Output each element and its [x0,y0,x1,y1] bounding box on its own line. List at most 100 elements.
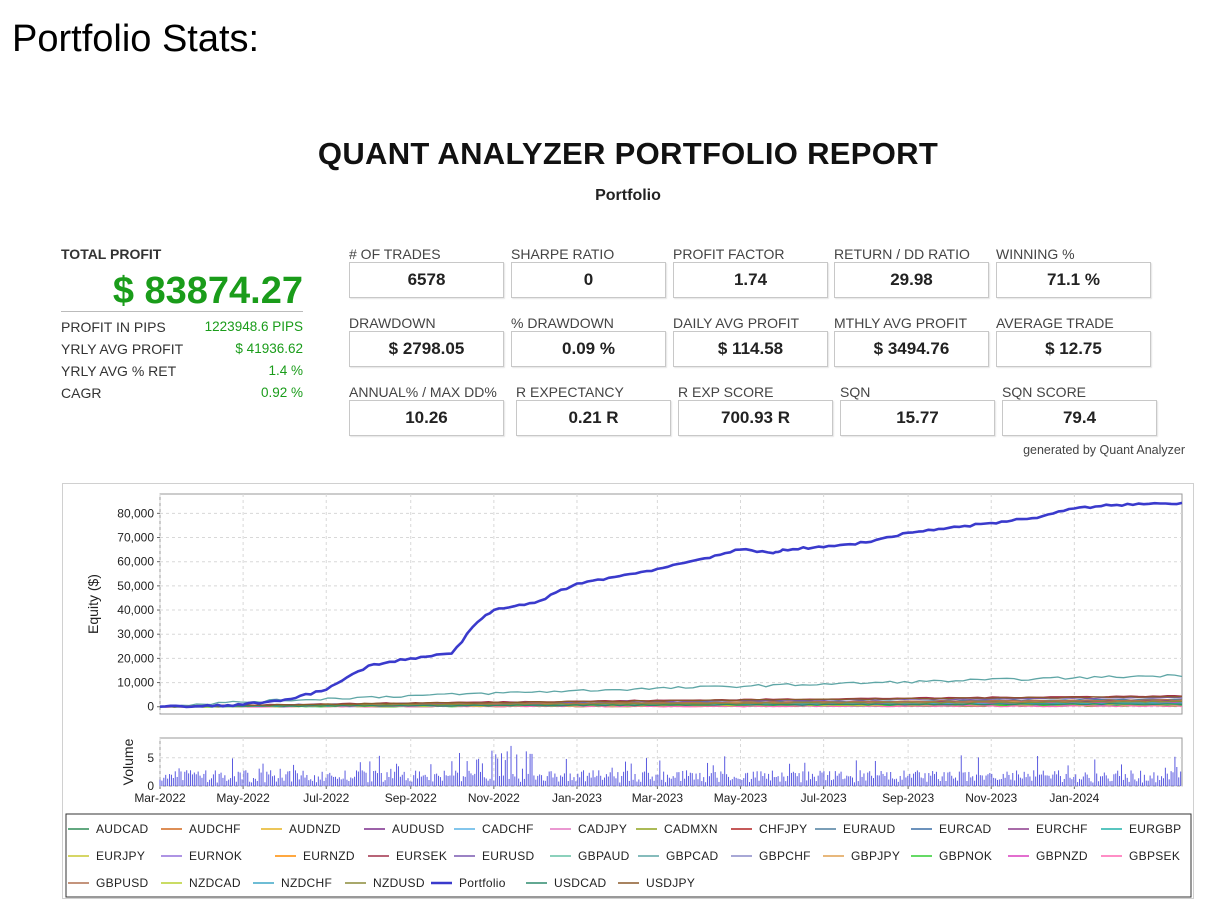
equity-plot-area [159,493,1183,715]
stat-label: WINNING % [996,246,1075,262]
legend-item-audnzd: AUDNZD [261,822,341,836]
legend-label: NZDCHF [281,876,332,890]
stat-label: R EXP SCORE [678,384,774,400]
legend-item-nzdcad: NZDCAD [161,876,241,890]
legend-item-eurchf: EURCHF [1008,822,1088,836]
stat-value: 1.74 [673,262,828,298]
legend-item-chfjpy: CHFJPY [731,822,807,836]
legend-item-gbpusd: GBPUSD [68,876,149,890]
legend-label: EURGBP [1129,822,1181,836]
legend-item-eurnok: EURNOK [161,849,242,863]
legend-item-eurnzd: EURNZD [275,849,355,863]
equity-chart: 0 10,000 20,000 30,000 40,000 50,000 60,000 70,… [65,493,1192,898]
legend-item-cadchf: CADCHF [454,822,534,836]
legend-item-euraud: EURAUD [815,822,896,836]
legend-label: GBPNOK [939,849,992,863]
stat-label: PROFIT FACTOR [673,246,785,262]
legend-item-eursek: EURSEK [368,849,447,863]
summary-label: CAGR [61,385,102,401]
volume-tick-label: 5 [147,751,154,765]
page-heading: Portfolio Stats: [12,18,260,60]
stat-label: SQN [840,384,871,400]
volume-tick-label: 0 [147,779,154,793]
stat-label: RETURN / DD RATIO [834,246,970,262]
report-title: QUANT ANALYZER PORTFOLIO REPORT [317,136,939,171]
legend-label: AUDCHF [189,822,241,836]
x-tick-label: Sep-2023 [882,791,934,805]
total-profit-value: $ 83874.27 [112,270,303,312]
series-line-portfolio [159,501,1183,709]
y-tick-label: 30,000 [117,627,154,641]
chart-legend: AUDCAD AUDCHF AUDNZD AUDUSD CADCHF CADJPY CADM… [65,813,1192,898]
volume-plot-area [159,737,1183,787]
legend-item-gbpaud: GBPAUD [550,849,630,863]
series-line-gbpcad [159,674,1183,708]
y-tick-label: 20,000 [117,651,154,665]
legend-item-gbpjpy: GBPJPY [823,849,900,863]
x-tick-label: Nov-2022 [468,791,520,805]
legend-label: USDCAD [554,876,607,890]
legend-label: EURJPY [96,849,145,863]
stat-value: $ 12.75 [996,331,1151,367]
volume-chart: 0 5 Volume [120,737,1183,793]
legend-item-nzdusd: NZDUSD [345,876,425,890]
legend-item-eurusd: EURUSD [454,849,535,863]
stat-value: $ 3494.76 [834,331,989,367]
chart-axes: 0 10,000 20,000 30,000 40,000 50,000 60,000 70,… [85,506,1100,805]
legend-label: GBPAUD [578,849,630,863]
legend-item-portfolio: Portfolio [431,876,506,890]
legend-item-cadmxn: CADMXN [636,822,718,836]
legend-label: CADCHF [482,822,534,836]
legend-item-audcad: AUDCAD [68,822,149,836]
legend-item-usdcad: USDCAD [526,876,607,890]
stat-label: SHARPE RATIO [511,246,615,262]
stat-value: 700.93 R [678,400,833,436]
x-tick-label: May-2022 [216,791,270,805]
legend-label: NZDCAD [189,876,241,890]
y-axis-label: Equity ($) [85,574,101,634]
chart-series-lines [159,501,1183,709]
summary-value: 0.92 % [260,385,303,400]
legend-item-gbpsek: GBPSEK [1101,849,1180,863]
stat-label: SQN SCORE [1002,384,1087,400]
legend-label: CHFJPY [759,822,807,836]
legend-label: GBPUSD [96,876,149,890]
legend-label: GBPSEK [1129,849,1180,863]
legend-item-cadjpy: CADJPY [550,822,627,836]
legend-label: Portfolio [459,876,506,890]
y-tick-label: 40,000 [117,603,154,617]
total-profit-label: TOTAL PROFIT [61,246,162,262]
legend-label: AUDCAD [96,822,149,836]
y-tick-label: 10,000 [117,676,154,690]
y-tick-label: 80,000 [117,506,154,520]
legend-label: GBPCHF [759,849,811,863]
legend-label: NZDUSD [373,876,425,890]
legend-item-audusd: AUDUSD [364,822,445,836]
summary-row-pips: PROFIT IN PIPS 1223948.6 PIPS [61,319,303,337]
legend-item-audchf: AUDCHF [161,822,241,836]
volume-axis-label: Volume [120,738,136,785]
series-line-usdjpy [159,695,1183,708]
legend-label: EURUSD [482,849,535,863]
legend-label: USDJPY [646,876,695,890]
legend-item-eurgbp: EURGBP [1101,822,1181,836]
stat-value: 15.77 [840,400,995,436]
x-tick-label: Nov-2023 [965,791,1017,805]
stat-label: DRAWDOWN [349,315,436,331]
x-tick-label: Jul-2022 [303,791,349,805]
chart-grid [159,493,1183,715]
legend-label: AUDUSD [392,822,445,836]
legend-label: GBPNZD [1036,849,1088,863]
legend-label: EURAUD [843,822,896,836]
summary-label: PROFIT IN PIPS [61,319,166,335]
stat-value: 0 [511,262,666,298]
x-tick-label: May-2023 [714,791,768,805]
legend-item-gbpnok: GBPNOK [911,849,992,863]
summary-row-yearly-profit: YRLY AVG PROFIT $ 41936.62 [61,341,303,359]
stat-value: 10.26 [349,400,504,436]
summary-label: YRLY AVG PROFIT [61,341,184,357]
x-tick-label: Mar-2022 [134,791,186,805]
y-tick-label: 50,000 [117,579,154,593]
summary-value: $ 41936.62 [235,341,303,356]
stat-value: 71.1 % [996,262,1151,298]
